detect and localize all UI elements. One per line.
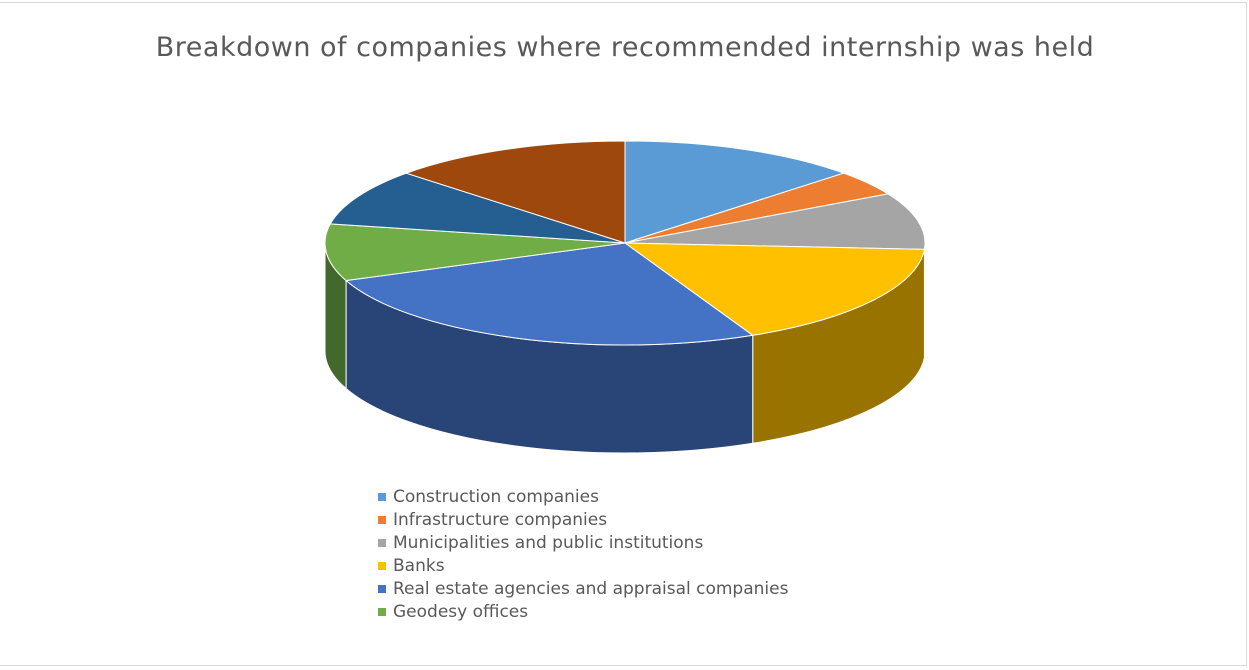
- slice: [344, 242, 755, 346]
- legend-label: Municipalities and public institutions: [393, 533, 703, 553]
- legend-label: Infrastructure companies: [393, 510, 607, 530]
- legend-swatch: [378, 539, 386, 547]
- slice: [329, 172, 626, 244]
- slice: [404, 140, 626, 244]
- slice: [624, 140, 846, 244]
- slice: [324, 223, 626, 282]
- slice: [623, 242, 926, 336]
- legend-label: Construction companies: [393, 487, 599, 507]
- legend-swatch: [378, 608, 386, 616]
- legend-swatch: [378, 516, 386, 524]
- legend-label: Real estate agencies and appraisal compa…: [393, 579, 789, 599]
- legend-swatch: [378, 493, 386, 501]
- chart-title: Breakdown of companies where recommended…: [155, 32, 1095, 63]
- legend-label: Geodesy offices: [393, 602, 528, 622]
- legend-label: Banks: [393, 556, 445, 576]
- slice: [624, 193, 926, 250]
- legend-swatch: [378, 562, 386, 570]
- legend-swatch: [378, 585, 386, 593]
